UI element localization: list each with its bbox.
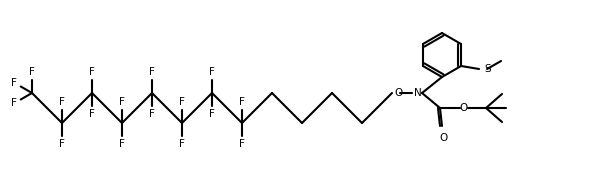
Text: F: F [89,67,95,77]
Text: N: N [414,88,422,98]
Text: F: F [179,97,185,107]
Text: O: O [460,103,468,113]
Text: S: S [484,64,491,74]
Text: F: F [239,139,245,149]
Text: F: F [179,139,185,149]
Text: F: F [209,109,215,119]
Text: F: F [119,139,125,149]
Text: F: F [59,139,65,149]
Text: O: O [394,88,402,98]
Text: F: F [59,97,65,107]
Text: F: F [29,67,35,77]
Text: F: F [11,78,17,88]
Text: F: F [89,109,95,119]
Text: F: F [149,109,155,119]
Text: F: F [239,97,245,107]
Text: F: F [11,98,17,108]
Text: F: F [209,67,215,77]
Text: F: F [149,67,155,77]
Text: F: F [119,97,125,107]
Text: O: O [440,133,448,143]
